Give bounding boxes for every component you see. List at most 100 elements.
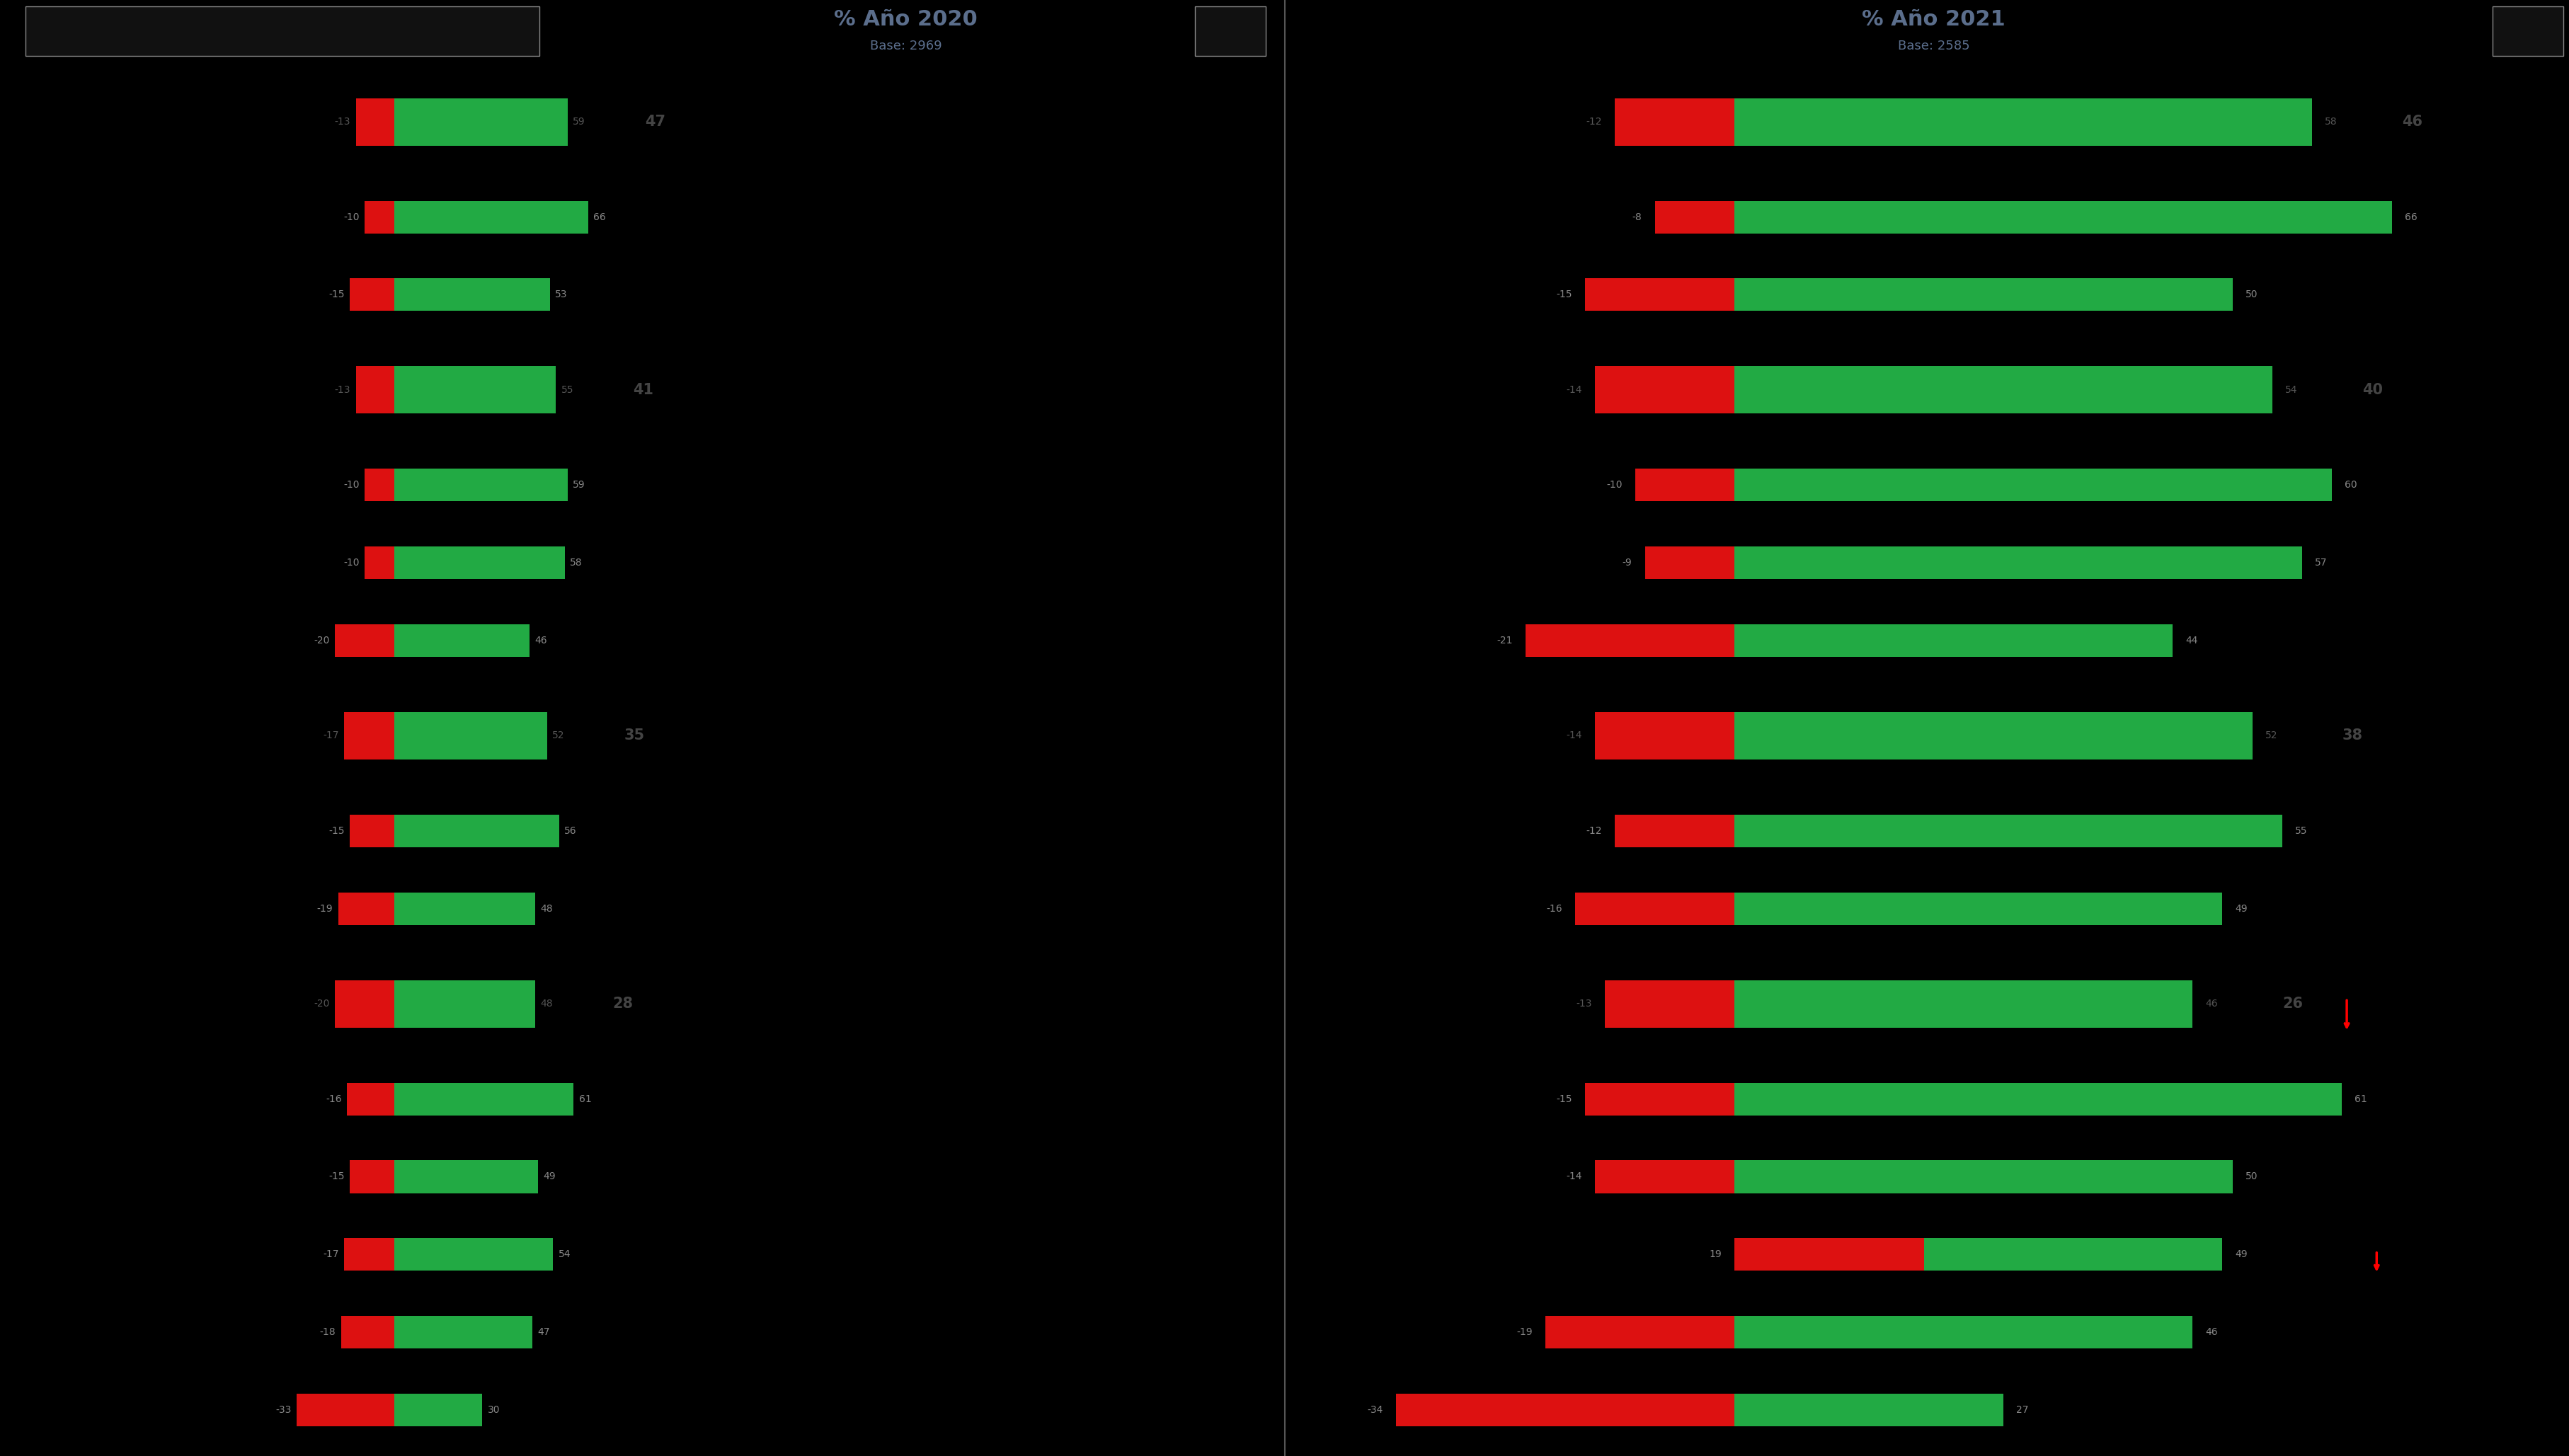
Text: -19: -19 [1516, 1328, 1531, 1337]
Text: ECONOMÍA DIGITAL: ECONOMÍA DIGITAL [126, 997, 265, 1010]
Text: 61: 61 [578, 1093, 591, 1104]
Bar [393, 1238, 552, 1271]
Bar [393, 1316, 532, 1348]
Bar [1734, 278, 2232, 312]
Text: 66: 66 [2405, 213, 2417, 221]
Text: 46: 46 [2204, 1328, 2217, 1337]
Text: 46: 46 [2204, 999, 2217, 1009]
Text: -13: -13 [334, 384, 349, 395]
Bar [393, 980, 534, 1028]
Text: 50: 50 [2245, 290, 2258, 300]
Bar [1734, 367, 2271, 414]
Text: -16: -16 [326, 1093, 342, 1104]
Text: 52: 52 [2266, 731, 2276, 741]
Text: 28: 28 [611, 997, 632, 1010]
Bar [1924, 1238, 2222, 1271]
Text: 46: 46 [534, 636, 547, 645]
Text: -10: -10 [344, 213, 360, 221]
Bar [1734, 814, 2281, 847]
Bar [2492, 7, 2564, 55]
Bar [1395, 1393, 1734, 1427]
Bar [355, 367, 393, 414]
Bar [1595, 1160, 1734, 1192]
Text: 49: 49 [2235, 904, 2248, 913]
Text: -14: -14 [1567, 1172, 1583, 1182]
Text: -12: -12 [1585, 826, 1603, 836]
Bar [1526, 625, 1734, 657]
Text: -14: -14 [1567, 384, 1583, 395]
Text: -34: -34 [1367, 1405, 1382, 1415]
Text: 59: 59 [573, 480, 586, 491]
Text: 47: 47 [645, 115, 665, 130]
Text: 48: 48 [539, 904, 552, 913]
Text: -20: -20 [313, 636, 329, 645]
Text: 49: 49 [2235, 1249, 2248, 1259]
Bar [1734, 201, 2392, 233]
Bar [1595, 712, 1734, 760]
Bar [1734, 625, 2171, 657]
Text: 60: 60 [2343, 480, 2356, 491]
Bar [393, 98, 568, 146]
Text: -15: -15 [329, 826, 344, 836]
Bar [349, 814, 393, 847]
Bar [334, 625, 393, 657]
Bar [1734, 1393, 2004, 1427]
Bar [355, 98, 393, 146]
Text: 46: 46 [2402, 115, 2423, 130]
Bar [344, 1238, 393, 1271]
Bar [365, 546, 393, 579]
Text: 58: 58 [570, 558, 583, 568]
Text: -17: -17 [324, 1249, 339, 1259]
Bar [1634, 469, 1734, 501]
Bar [393, 278, 550, 312]
Text: Base: 2969: Base: 2969 [871, 39, 940, 52]
Text: -16: -16 [1547, 904, 1562, 913]
Text: 48: 48 [539, 999, 552, 1009]
Text: -33: -33 [275, 1405, 293, 1415]
Bar [393, 1393, 483, 1427]
Text: 57: 57 [2315, 558, 2328, 568]
Bar [1575, 893, 1734, 925]
Bar [1644, 546, 1734, 579]
Bar [1616, 98, 1734, 146]
Text: -18: -18 [319, 1328, 337, 1337]
Text: % Año 2020: % Año 2020 [835, 9, 976, 31]
Bar [1734, 1083, 2340, 1115]
Text: -15: -15 [1557, 1093, 1572, 1104]
Text: 55: 55 [2294, 826, 2307, 836]
Text: 54: 54 [557, 1249, 570, 1259]
Text: 30: 30 [488, 1405, 501, 1415]
Bar [1734, 469, 2333, 501]
Bar [393, 1160, 537, 1192]
Text: 26: 26 [2281, 997, 2302, 1010]
Text: -19: -19 [316, 904, 334, 913]
Bar [393, 625, 529, 657]
Text: -10: -10 [344, 480, 360, 491]
Text: 52: 52 [552, 731, 565, 741]
Bar [393, 367, 555, 414]
Bar [1616, 814, 1734, 847]
Bar [1734, 1316, 2191, 1348]
Text: 66: 66 [593, 213, 606, 221]
Bar [1734, 546, 2302, 579]
Text: 44: 44 [2184, 636, 2196, 645]
Bar [393, 546, 565, 579]
Bar [349, 1160, 393, 1192]
Text: -17: -17 [324, 731, 339, 741]
Text: -15: -15 [329, 1172, 344, 1182]
Text: -12: -12 [1585, 116, 1603, 127]
Text: -15: -15 [329, 290, 344, 300]
Text: 47: 47 [537, 1328, 550, 1337]
Bar [1606, 980, 1734, 1028]
Bar [347, 1083, 393, 1115]
Text: SECTOR PRIMARIO: SECTOR PRIMARIO [131, 115, 265, 128]
Bar [393, 469, 568, 501]
Bar [1734, 980, 2191, 1028]
Bar [342, 1316, 393, 1348]
Text: 53: 53 [555, 290, 568, 300]
Text: 58: 58 [2325, 116, 2338, 127]
Text: 27: 27 [2017, 1405, 2027, 1415]
Text: 40: 40 [2361, 383, 2381, 397]
Text: -9: -9 [1621, 558, 1631, 568]
Text: INDUSTRIA: INDUSTRIA [185, 383, 265, 396]
